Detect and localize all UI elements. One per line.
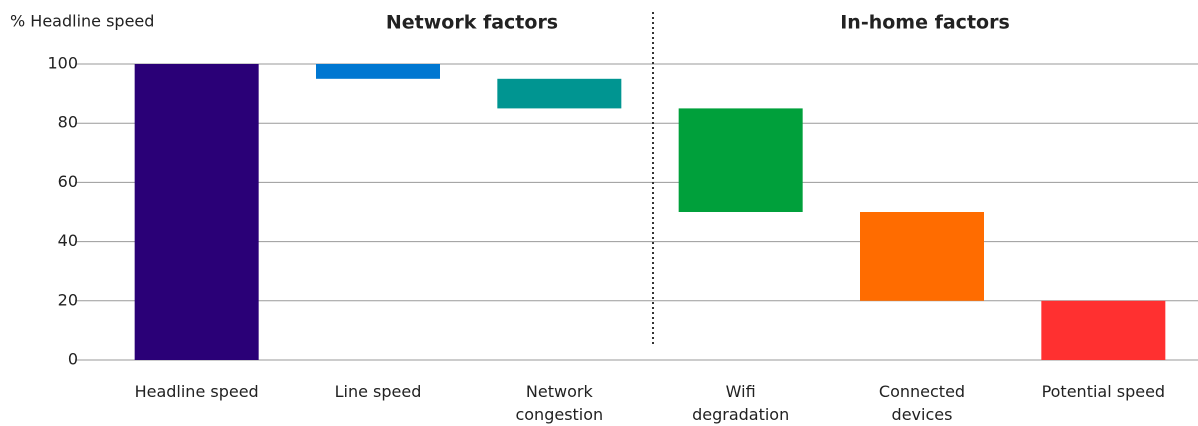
y-tick-label: 0 <box>68 350 78 369</box>
bar <box>678 108 803 212</box>
y-tick-label: 100 <box>47 54 78 73</box>
y-tick-label: 40 <box>58 231 78 250</box>
group-label: In-home factors <box>840 12 1010 34</box>
bar <box>1041 300 1166 360</box>
x-tick-label: Headline speed <box>134 382 259 401</box>
x-tick-label: Connected devices <box>878 382 966 424</box>
bar <box>316 64 440 79</box>
x-tick-label: Wifi degradation <box>692 382 790 424</box>
x-tick-label: Line speed <box>334 382 422 401</box>
x-tick-label: Network congestion <box>515 382 604 424</box>
bar <box>134 64 259 360</box>
bar <box>497 78 622 109</box>
y-tick-label: 60 <box>58 172 78 191</box>
x-tick-label: Potential speed <box>1041 382 1166 401</box>
y-tick-label: 80 <box>58 113 78 132</box>
y-tick-label: 20 <box>58 290 78 309</box>
group-label: Network factors <box>386 12 558 34</box>
bar <box>860 212 984 301</box>
y-axis-label: % Headline speed <box>10 12 154 31</box>
